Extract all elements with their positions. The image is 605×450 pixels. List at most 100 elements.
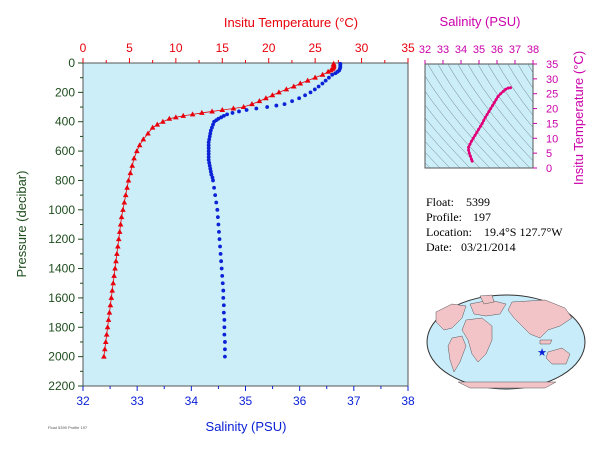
temperature-point [122,192,129,198]
temperature-point [230,105,237,111]
salinity-point [217,237,222,242]
density-contour [477,64,533,140]
temperature-point [160,118,166,124]
temperature-point [127,170,134,176]
ts-salinity-tick-label: 33 [437,44,449,56]
ts-salinity-tick-label: 32 [419,44,431,56]
ts-axes: 32 33 34 35 36 37 38 0 5 10 15 20 25 30 35 [419,44,558,175]
temperature-point [112,265,118,271]
temperature-point [276,89,282,95]
density-contours [425,64,533,168]
float-label: Float: [426,195,454,209]
ts-temperature-tick-label: 20 [546,104,558,116]
salinity-point [208,131,213,136]
salinity-point [206,149,211,153]
ts-temperature-tick-label: 30 [546,74,558,86]
density-contour [437,64,521,168]
pressure-tick-label: 1200 [48,232,75,246]
temperature-point [118,214,125,220]
ts-point [492,101,496,105]
float-location-star-icon: ★ [537,347,547,359]
footer-tag: Float 5399 Profile 197 [48,425,88,430]
world-map: ★ [426,294,586,390]
ts-point [489,107,493,111]
salinity-tick-label: 35 [239,394,253,408]
density-contour [425,129,461,168]
density-contour [425,162,431,168]
temperature-point [199,109,205,115]
pressure-tick-label: 1800 [48,320,75,334]
salinity-point [206,143,211,148]
ts-salinity-title: Salinity (PSU) [440,14,521,29]
salinity-tick-label: 36 [293,394,307,408]
ts-temperature-tick-label: 10 [546,133,558,145]
salinity-point [297,96,302,101]
ts-point [475,130,479,134]
temperature-point [113,258,119,264]
temperature-point [103,331,110,337]
temperature-point [219,106,226,112]
ts-point [471,136,475,140]
salinity-point [208,166,213,171]
salinity-point [230,111,235,115]
temperature-point [131,155,137,161]
temperature-point [114,250,120,256]
ts-plot-area [424,63,534,169]
temperature-point [115,236,122,242]
salinity-point [220,273,225,278]
temperature-point [111,272,117,278]
salinity-point [207,134,212,139]
density-contour [507,64,533,103]
salinity-point [222,318,227,322]
salinity-tick-label: 37 [347,394,361,408]
density-contour [457,64,533,162]
ts-temperature-tick-label: 5 [546,148,552,160]
map-landmasses [435,294,573,389]
ts-point [468,142,472,146]
temperature-point [109,287,116,293]
temperature-point [145,130,151,136]
density-contour [527,64,533,74]
ts-salinity-tick-label: 34 [455,44,467,56]
ts-point [467,145,471,149]
density-contour [427,64,511,168]
temperature-point [166,115,173,121]
density-contour [425,75,501,168]
density-contour [517,64,533,89]
ts-point [468,154,472,158]
ts-salinity-tick-label: 37 [509,44,521,56]
salinity-point [244,108,249,112]
pressure-tick-label: 2000 [48,350,75,364]
salinity-point [218,251,223,256]
salinity-point [206,155,211,159]
temperature-point [154,121,161,127]
salinity-tick-label: 38 [401,394,415,408]
salinity-point [223,340,227,344]
temperature-point [140,136,147,142]
salinity-point [323,78,328,83]
salinity-point [210,175,215,180]
salinity-point [212,119,216,124]
salinity-point [265,105,270,109]
ts-salinity-tick-label: 36 [491,44,503,56]
pressure-tick-label: 200 [55,85,75,99]
density-contour-group [425,64,533,168]
temperature-point [124,184,130,190]
salinity-point [320,81,325,86]
temperature-point [297,80,304,86]
profile-value: 197 [473,210,491,224]
density-contour [425,151,441,168]
ts-point [494,98,498,102]
temperature-point [102,346,108,352]
density-contour [425,90,491,168]
temperature-point [117,221,124,227]
salinity-point [212,185,216,190]
salinity-point [206,140,211,145]
temperature-point [136,142,143,148]
ts-point [469,139,473,143]
profile-label: Profile: [426,210,462,224]
temperature-point [209,108,215,114]
temperature-point [180,112,187,118]
density-contour [497,64,533,116]
temperature-point [107,302,114,308]
